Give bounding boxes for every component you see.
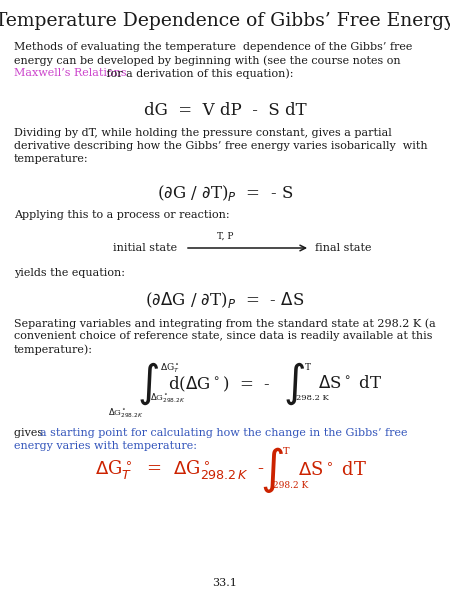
Text: $\Delta$G$^\circ_{298.2\,K}$: $\Delta$G$^\circ_{298.2\,K}$ — [108, 406, 144, 419]
Text: d($\Delta$G$^\circ$)  =  -: d($\Delta$G$^\circ$) = - — [168, 374, 271, 394]
Text: temperature):: temperature): — [14, 344, 93, 355]
Text: initial state: initial state — [113, 243, 177, 253]
Text: $\Delta$S$^\circ$ dT: $\Delta$S$^\circ$ dT — [318, 376, 382, 392]
Text: Separating variables and integrating from the standard state at 298.2 K (a: Separating variables and integrating fro… — [14, 318, 436, 329]
Text: 33.1: 33.1 — [212, 578, 238, 588]
Text: Temperature Dependence of Gibbs’ Free Energy: Temperature Dependence of Gibbs’ Free En… — [0, 12, 450, 30]
Text: a starting point for calculating how the change in the Gibbs’ free: a starting point for calculating how the… — [40, 428, 408, 438]
Text: Dividing by dT, while holding the pressure constant, gives a partial: Dividing by dT, while holding the pressu… — [14, 128, 392, 138]
Text: Methods of evaluating the temperature  dependence of the Gibbs’ free: Methods of evaluating the temperature de… — [14, 42, 412, 52]
Text: Maxwell’s Relations: Maxwell’s Relations — [14, 68, 126, 78]
Text: 298.2 K: 298.2 K — [296, 394, 329, 402]
Text: for a derivation of this equation):: for a derivation of this equation): — [103, 68, 293, 79]
Text: $\int$: $\int$ — [137, 361, 159, 407]
Text: energy can be developed by beginning with (see the course notes on: energy can be developed by beginning wit… — [14, 55, 400, 65]
Text: 298.2 K: 298.2 K — [273, 481, 308, 491]
Text: T, P: T, P — [217, 232, 233, 241]
Text: derivative describing how the Gibbs’ free energy varies isobarically  with: derivative describing how the Gibbs’ fre… — [14, 141, 427, 151]
Text: convenient choice of reference state, since data is readily available at this: convenient choice of reference state, si… — [14, 331, 432, 341]
Text: ($\partial$G / $\partial$T)$_P$  =  - S: ($\partial$G / $\partial$T)$_P$ = - S — [157, 183, 293, 203]
Text: T: T — [283, 448, 290, 457]
Text: final state: final state — [315, 243, 372, 253]
Text: $\int$: $\int$ — [260, 445, 284, 495]
Text: ($\partial\Delta$G / $\partial$T)$_P$  =  - $\Delta$S: ($\partial\Delta$G / $\partial$T)$_P$ = … — [145, 290, 305, 310]
Text: temperature:: temperature: — [14, 154, 89, 164]
Text: dG  =  V dP  -  S dT: dG = V dP - S dT — [144, 102, 306, 119]
Text: $\Delta$G$^\circ_T$  =  $\Delta$G$^\circ_{298.2\,K}$  -: $\Delta$G$^\circ_T$ = $\Delta$G$^\circ_{… — [95, 458, 265, 481]
Text: Applying this to a process or reaction:: Applying this to a process or reaction: — [14, 210, 229, 220]
Text: gives: gives — [14, 428, 47, 438]
Text: $\Delta$G$^\circ_T$: $\Delta$G$^\circ_T$ — [160, 361, 180, 375]
Text: $\Delta$G$^\circ_{298.2\,K}$: $\Delta$G$^\circ_{298.2\,K}$ — [150, 391, 186, 405]
Text: energy varies with temperature:: energy varies with temperature: — [14, 441, 197, 451]
Text: yields the equation:: yields the equation: — [14, 268, 125, 278]
Text: $\int$: $\int$ — [283, 361, 305, 407]
Text: $\Delta$S$^\circ$ dT: $\Delta$S$^\circ$ dT — [298, 461, 367, 479]
Text: T: T — [305, 364, 311, 373]
